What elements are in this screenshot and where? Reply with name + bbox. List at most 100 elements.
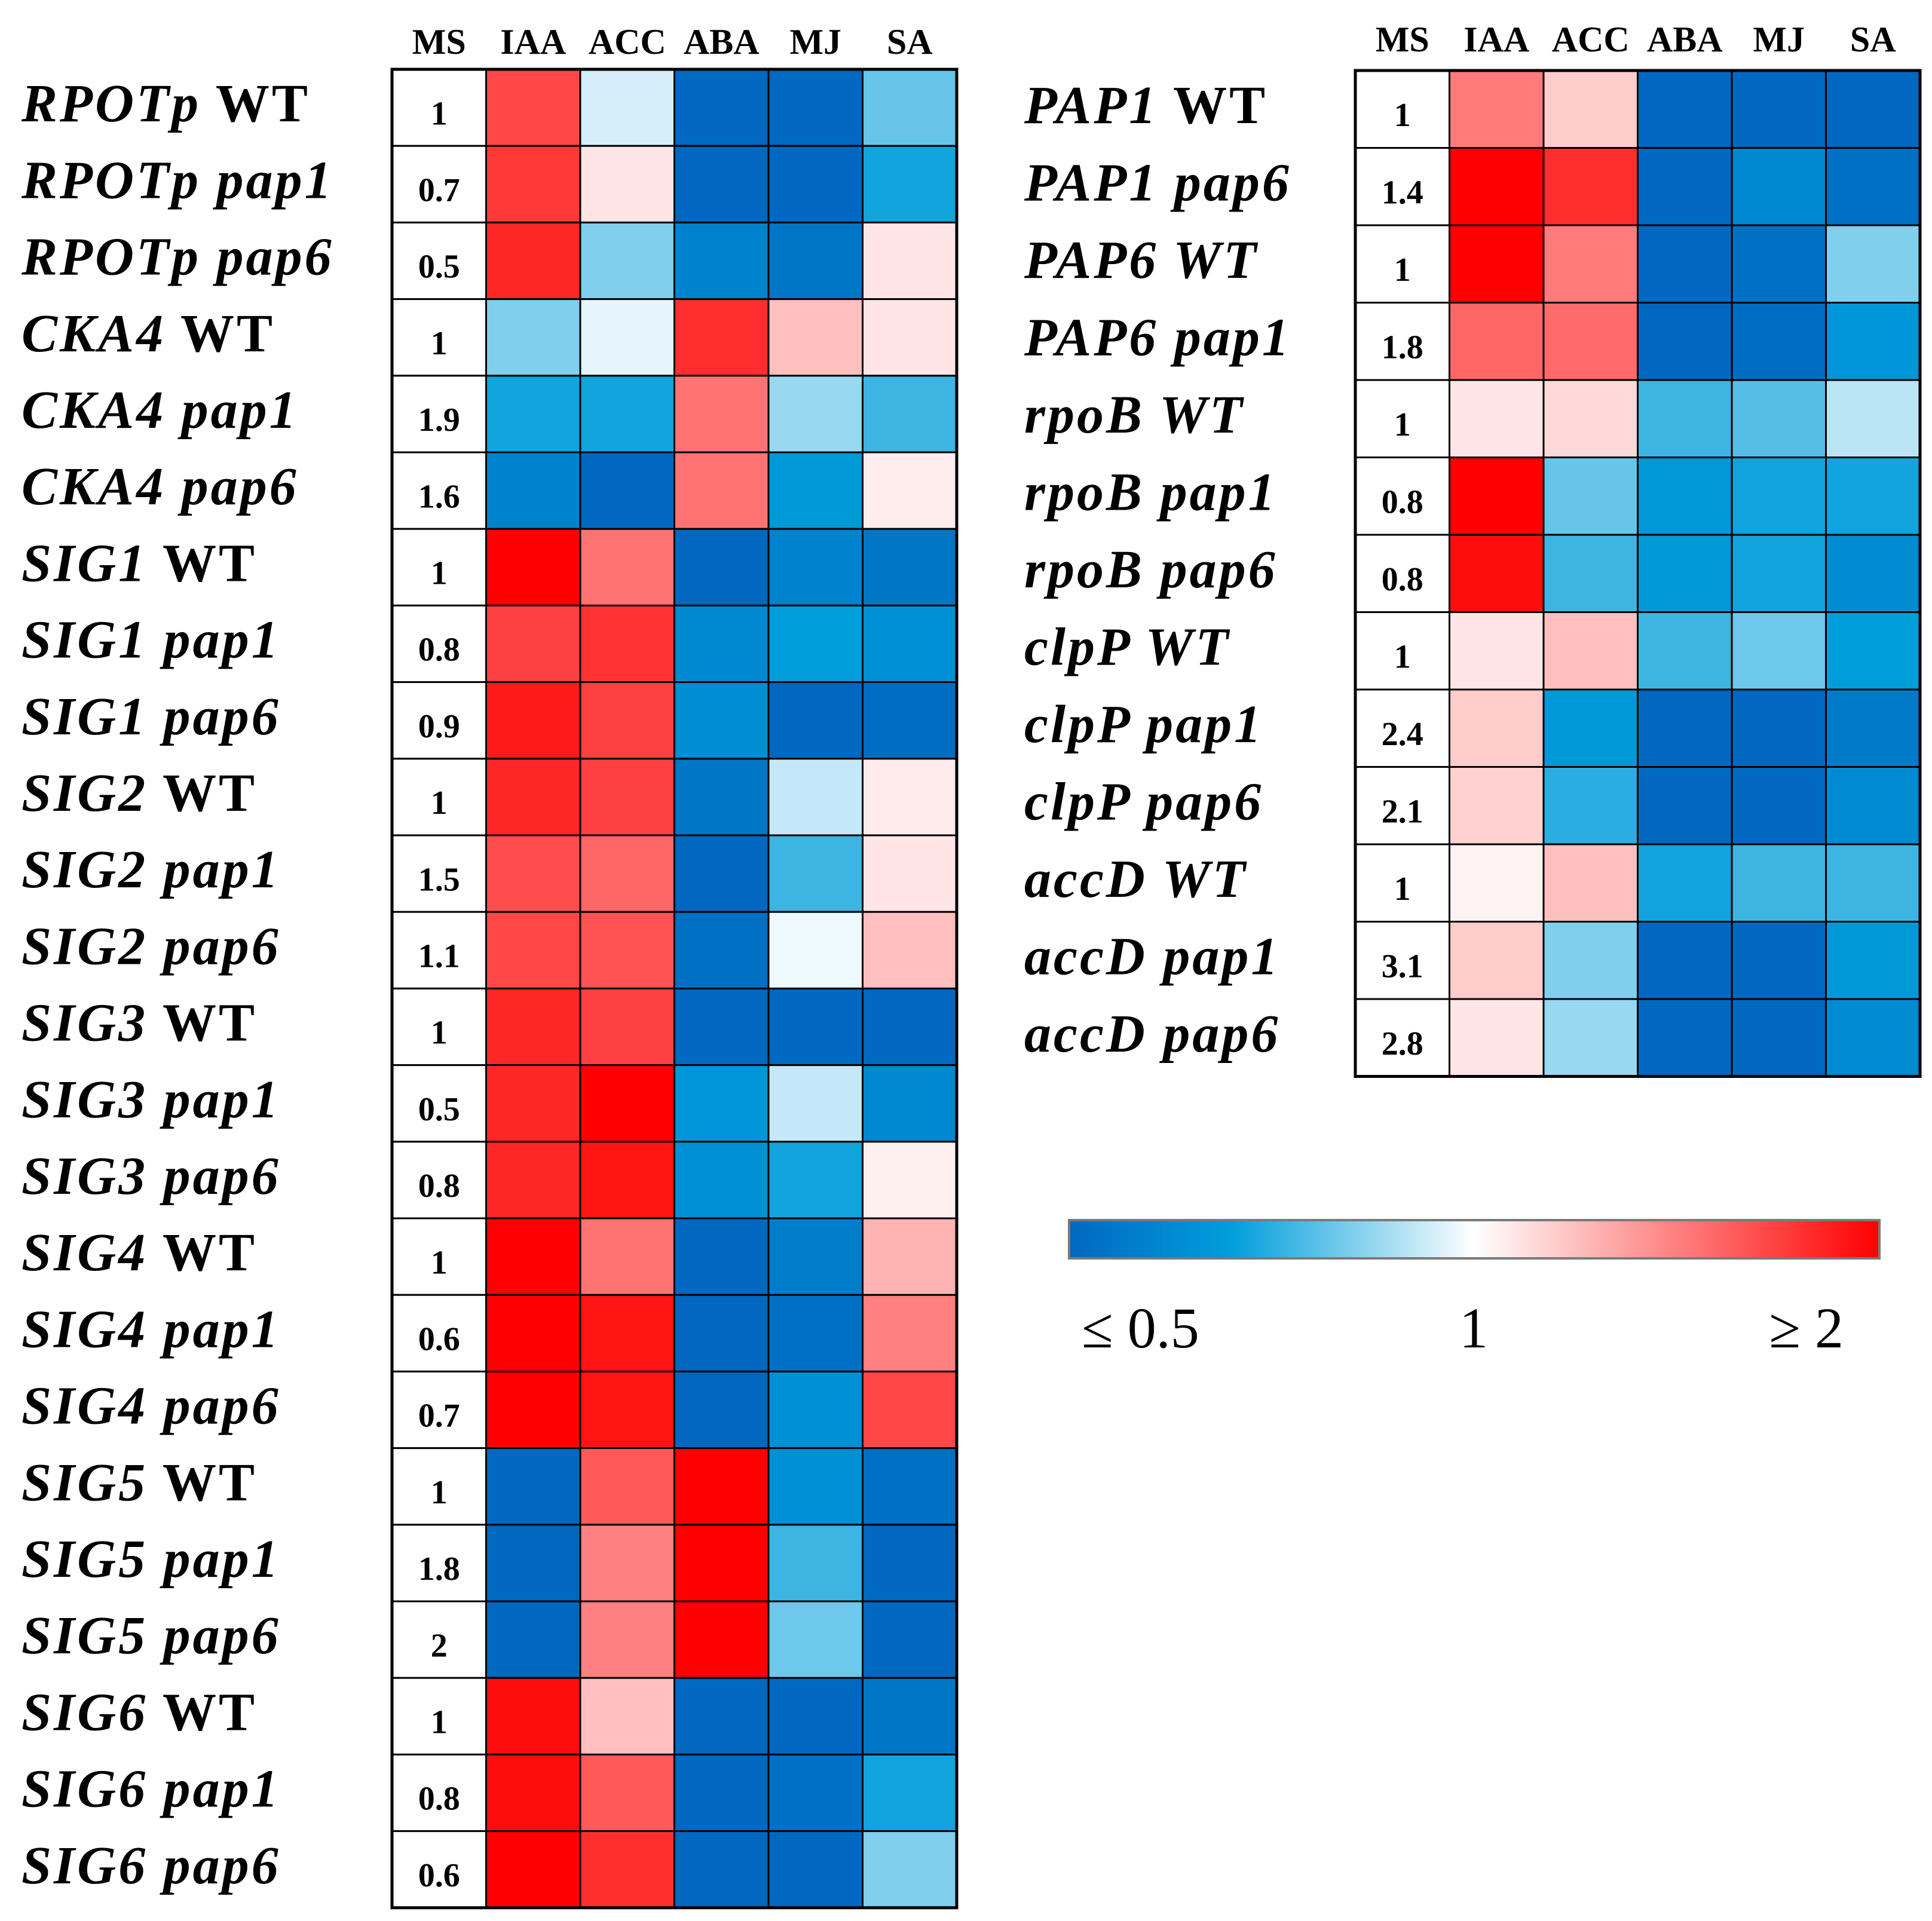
- row-label-gene: RPOTp: [21, 74, 201, 133]
- heatmap-cell: [1731, 766, 1827, 845]
- row-label: SIG6 pap6: [22, 1836, 281, 1895]
- row-label-gene: SIG6: [22, 1836, 148, 1895]
- ms-value-label: 1: [1394, 871, 1411, 908]
- heatmap-cell: [1449, 998, 1545, 1077]
- row-label-gene: SIG5: [22, 1453, 148, 1512]
- row-label: SIG3 pap1: [22, 1070, 281, 1129]
- row-label-gene: rpoB: [1024, 463, 1144, 522]
- row-label-line: pap1: [148, 1530, 281, 1589]
- heatmap-cell: [862, 145, 958, 223]
- row-label: PAP1 pap6: [1024, 154, 1291, 213]
- heatmap-panel-right: MS IAA ACC ABA MJ SA PAP1 WT 1 PAP1 pap6 1.4 PAP6 …: [1024, 20, 1922, 1078]
- ms-value-label: 0.6: [418, 1321, 460, 1358]
- heatmap-cell: [579, 1370, 675, 1450]
- row-label: PAP6 pap1: [1024, 308, 1291, 367]
- heatmap-cell: [1542, 998, 1639, 1077]
- heatmap-cell: [862, 1447, 958, 1526]
- heatmap-cell: [1825, 843, 1921, 923]
- row-label-gene: SIG6: [22, 1683, 148, 1742]
- heatmap-cell: [767, 298, 864, 377]
- ms-value-label: 1.8: [418, 1551, 460, 1588]
- heatmap-cell: [1637, 688, 1733, 768]
- ms-value-cell: [391, 68, 487, 147]
- column-header: ABA: [1647, 20, 1723, 59]
- row-label-line: pap1: [1158, 308, 1291, 367]
- row-label: PAP6 WT: [1024, 231, 1259, 290]
- heatmap-cell: [1637, 456, 1733, 536]
- ms-value-cell: [1354, 456, 1450, 536]
- heatmap-cell: [579, 758, 675, 837]
- row-label: rpoB pap6: [1024, 540, 1278, 599]
- row-label-line: pap6: [201, 228, 334, 287]
- ms-value-label: 1.6: [418, 478, 460, 515]
- heatmap-cell: [579, 987, 675, 1067]
- row-label-line: pap6: [148, 1147, 281, 1206]
- heatmap-cell: [767, 1524, 864, 1603]
- row-label: SIG1 pap6: [22, 687, 281, 746]
- heatmap-cell: [1637, 611, 1733, 691]
- row-label-line: WT: [166, 304, 275, 363]
- heatmap-border: [390, 68, 959, 1910]
- ms-value-label: 2.4: [1382, 716, 1423, 753]
- row-label-gene: PAP6: [1024, 308, 1158, 367]
- heatmap-cell: [862, 1370, 958, 1450]
- row-label: PAP1 WT: [1024, 76, 1267, 135]
- row-label-gene: PAP6: [1024, 231, 1158, 290]
- heatmap-cell: [862, 1677, 958, 1755]
- heatmap-cell: [485, 375, 581, 454]
- heatmap-cell: [862, 1524, 958, 1603]
- heatmap-cell: [673, 1064, 770, 1143]
- row-label-gene: SIG4: [22, 1377, 148, 1436]
- heatmap-cell: [1542, 688, 1639, 768]
- heatmap-cell: [862, 68, 958, 147]
- row-label: RPOTp WT: [21, 74, 310, 133]
- column-header: ABA: [684, 22, 760, 62]
- row-label-gene: PAP1: [1024, 76, 1158, 135]
- heatmap-cell: [485, 1524, 581, 1603]
- heatmap-cell: [862, 1294, 958, 1372]
- heatmap-cell: [579, 1753, 675, 1833]
- row-label-gene: CKA4: [22, 457, 166, 516]
- heatmap-cell: [1449, 379, 1545, 458]
- heatmap-cell: [673, 68, 770, 147]
- heatmap-cell: [767, 1064, 864, 1143]
- row-label: RPOTp pap1: [21, 151, 333, 210]
- row-label-line: pap1: [166, 381, 299, 440]
- row-label: SIG6 WT: [22, 1683, 257, 1742]
- heatmap-cell: [1825, 998, 1921, 1077]
- heatmap-cell: [862, 375, 958, 454]
- row-label-line: WT: [148, 1453, 257, 1512]
- row-label: SIG5 WT: [22, 1453, 257, 1512]
- ms-value-label: 1: [431, 1474, 448, 1511]
- heatmap-cell: [767, 1753, 864, 1833]
- heatmap-cell: [1825, 456, 1921, 536]
- heatmap-cell: [579, 451, 675, 530]
- row-label-gene: SIG1: [22, 534, 148, 593]
- row-label-gene: accD: [1024, 927, 1147, 986]
- heatmap-cell: [485, 1141, 581, 1220]
- heatmap-cell: [485, 528, 581, 606]
- row-label-line: WT: [148, 764, 257, 823]
- ms-value-cell: [1354, 147, 1450, 226]
- row-label: SIG5 pap1: [22, 1530, 281, 1589]
- heatmap-cell: [767, 1370, 864, 1450]
- heatmap-cell: [1449, 688, 1545, 768]
- ms-value-label: 1: [1394, 252, 1411, 289]
- ms-value-label: 1.4: [1382, 174, 1423, 212]
- heatmap-cell: [485, 681, 581, 760]
- row-label-gene: SIG3: [22, 1070, 148, 1129]
- row-label: CKA4 WT: [22, 304, 275, 363]
- heatmap-cell: [1449, 534, 1545, 613]
- heatmap-cell: [1825, 69, 1921, 149]
- ms-value-label: 0.5: [418, 1091, 460, 1128]
- heatmap-cell: [579, 834, 675, 913]
- heatmap-cell: [862, 758, 958, 837]
- column-header: ACC: [1552, 20, 1630, 59]
- heatmap-cell: [1731, 534, 1827, 613]
- heatmap-cell: [579, 528, 675, 606]
- ms-value-label: 0.8: [418, 1168, 460, 1205]
- heatmap-cell: [767, 604, 864, 684]
- heatmap-cell: [1731, 611, 1827, 691]
- column-header: MS: [1376, 20, 1429, 59]
